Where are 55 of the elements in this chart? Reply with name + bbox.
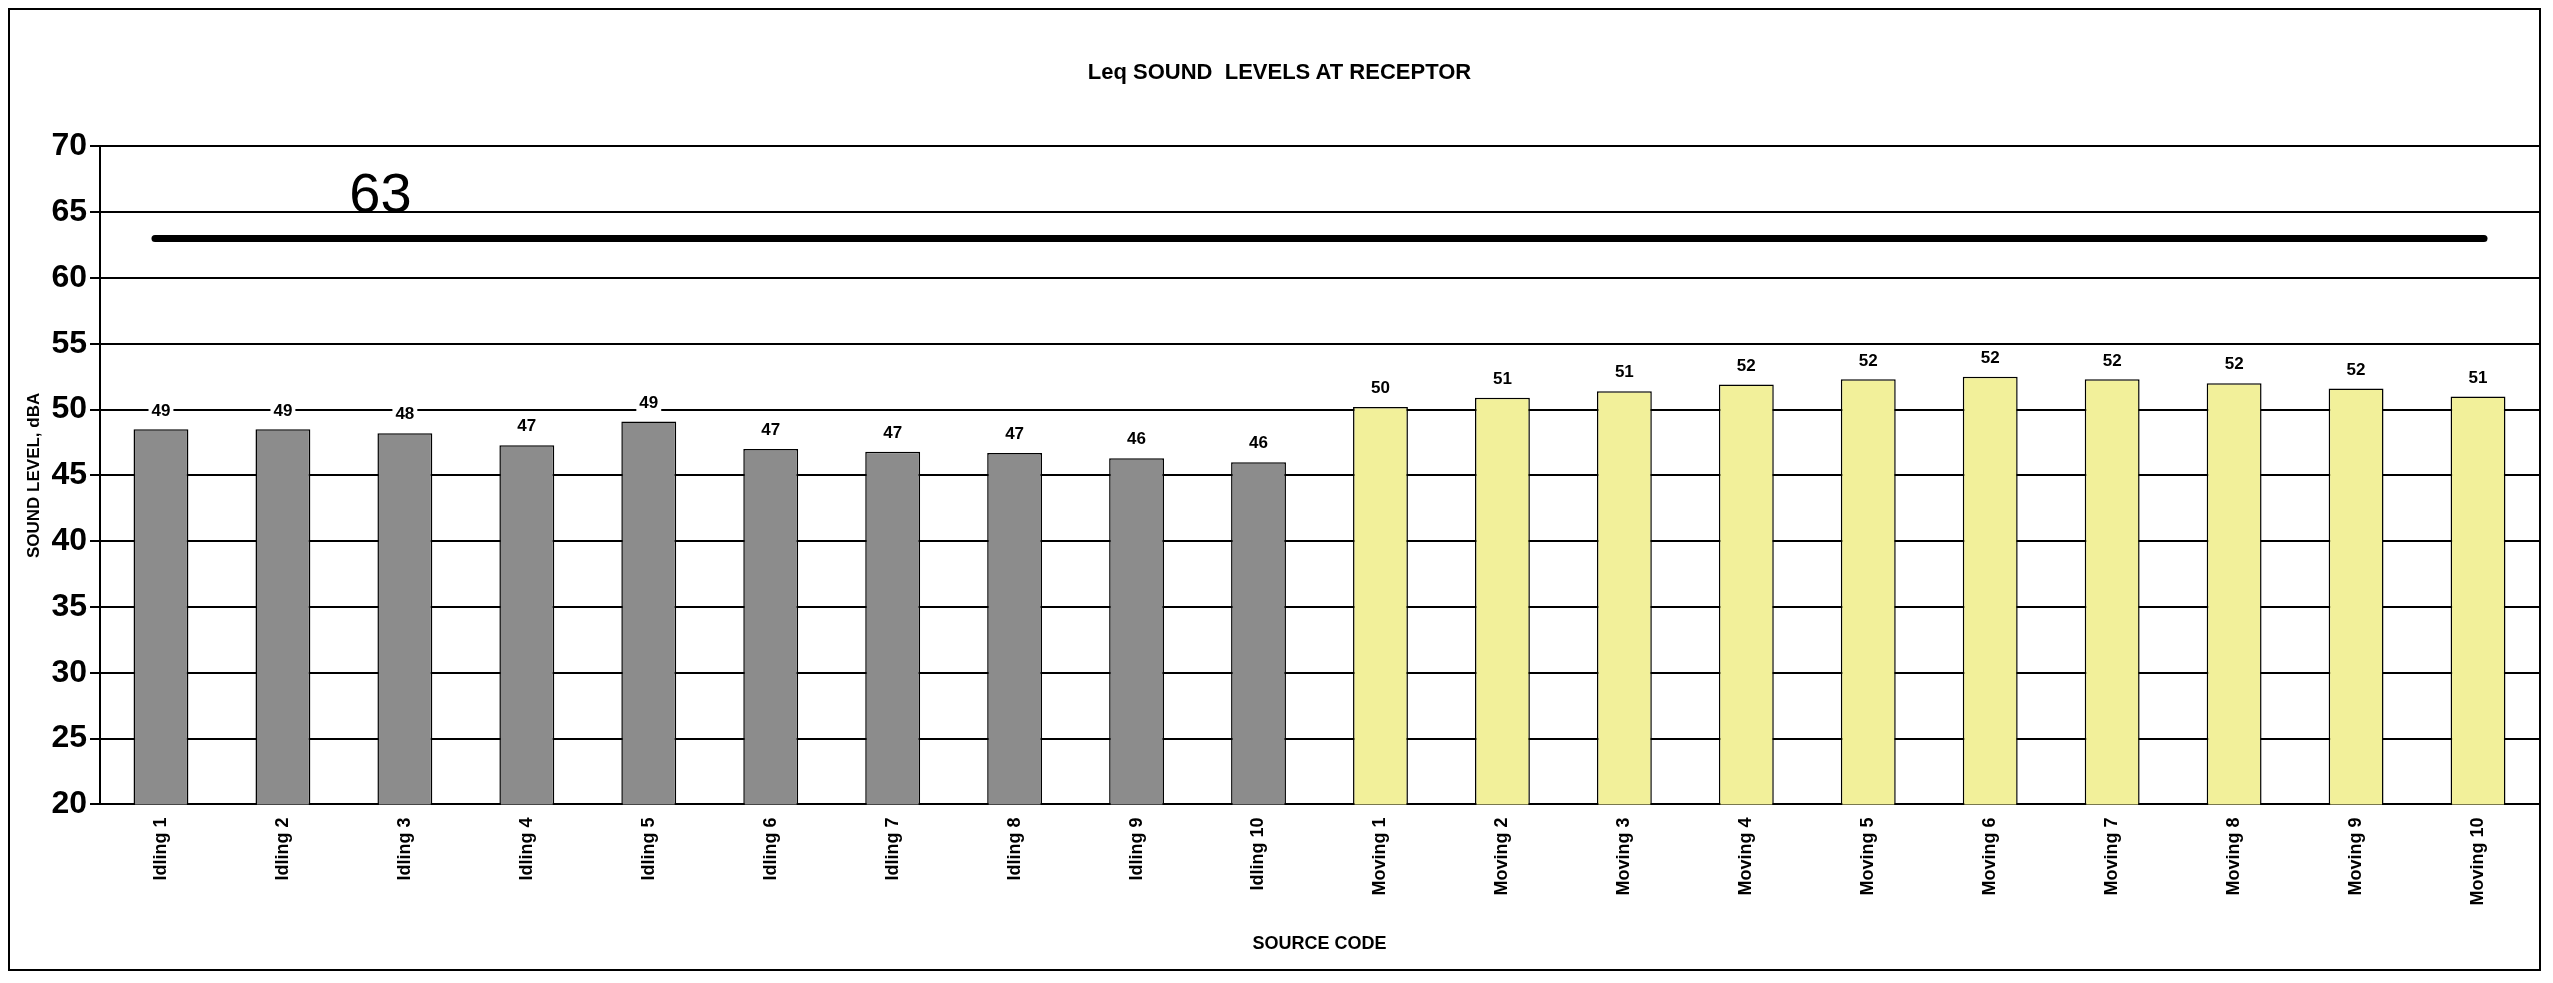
x-tick-label: Idling 3 <box>393 817 414 881</box>
data-label: 49 <box>151 400 171 420</box>
y-tick-label: 50 <box>51 389 87 426</box>
x-tick-label: Idling 8 <box>1003 817 1024 881</box>
x-tick-label: Idling 2 <box>271 817 292 881</box>
data-label: 50 <box>1371 378 1390 398</box>
data-label: 52 <box>2224 354 2244 374</box>
y-tick-label: 70 <box>51 126 87 163</box>
y-tick-label: 60 <box>51 257 87 294</box>
data-label: 52 <box>1858 350 1878 370</box>
x-tick-label: Moving 1 <box>1369 817 1390 896</box>
y-tick-label: 35 <box>51 586 87 623</box>
data-label: 46 <box>1127 429 1147 449</box>
x-tick-label: Moving 10 <box>2466 817 2487 906</box>
y-tick-label: 45 <box>51 455 87 492</box>
data-label: 49 <box>273 400 293 420</box>
x-tick-label: Idling 6 <box>759 817 780 881</box>
x-tick-label: Idling 9 <box>1125 817 1146 881</box>
data-label: 47 <box>517 416 537 436</box>
x-tick-label: Moving 8 <box>2223 817 2244 896</box>
data-label: 48 <box>395 404 415 424</box>
x-tick-label: Moving 4 <box>1735 817 1756 896</box>
x-tick-label: Moving 7 <box>2101 817 2122 896</box>
x-axis-title: SOURCE CODE <box>1252 933 1387 954</box>
data-label: 47 <box>1005 424 1025 444</box>
data-label: 46 <box>1249 433 1268 453</box>
y-tick-label: 20 <box>51 784 87 821</box>
data-label: 51 <box>1492 368 1512 388</box>
x-tick-label: Moving 2 <box>1491 817 1512 896</box>
y-tick-label: 55 <box>51 323 87 360</box>
y-tick-label: 25 <box>51 718 87 755</box>
x-tick-label: Moving 3 <box>1613 817 1634 896</box>
data-label: 52 <box>2346 359 2366 379</box>
y-axis-title: SOUND LEVEL, dBA <box>23 392 43 559</box>
x-tick-label: Idling 10 <box>1247 817 1268 891</box>
ref-line-label: 63 <box>349 160 412 224</box>
x-tick-label: Idling 7 <box>881 817 902 881</box>
data-label: 52 <box>1736 355 1756 375</box>
x-tick-label: Idling 1 <box>149 817 170 881</box>
data-label: 47 <box>883 422 903 442</box>
chart-title: Leq SOUND LEVELS AT RECEPTOR <box>1087 59 1472 85</box>
y-tick-label: 40 <box>51 521 87 558</box>
x-tick-label: Moving 9 <box>2345 817 2366 896</box>
data-label: 52 <box>2102 350 2122 370</box>
data-label: 47 <box>761 420 781 440</box>
data-label: 52 <box>1980 347 2000 367</box>
x-tick-label: Idling 4 <box>515 817 536 881</box>
data-label: 49 <box>639 392 659 412</box>
y-tick-label: 30 <box>51 652 87 689</box>
x-tick-label: Moving 5 <box>1857 817 1878 896</box>
x-tick-label: Moving 6 <box>1979 817 2000 896</box>
data-label: 51 <box>2468 367 2488 387</box>
x-tick-label: Idling 5 <box>637 817 658 881</box>
y-tick-label: 65 <box>51 192 87 229</box>
data-label: 51 <box>1614 362 1634 382</box>
